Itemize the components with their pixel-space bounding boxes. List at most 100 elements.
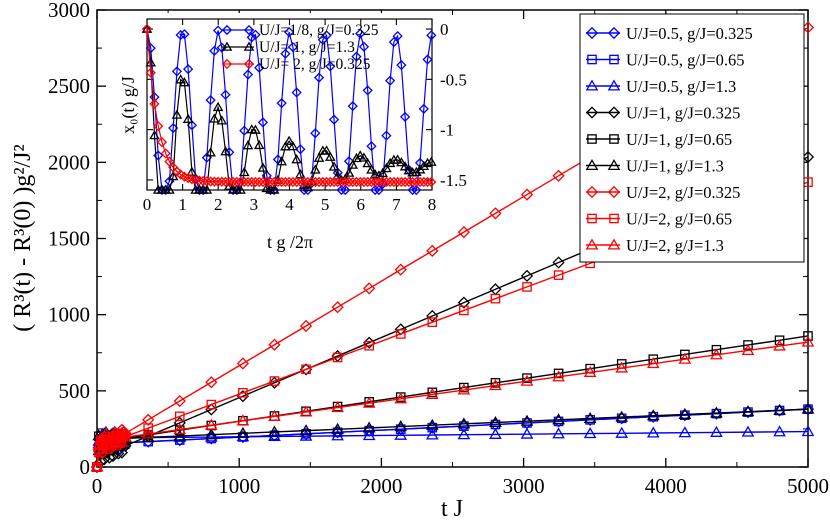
inset-data-point xyxy=(302,181,314,192)
data-point xyxy=(395,329,406,339)
inset-data-point xyxy=(381,162,392,173)
inset-data-point xyxy=(295,144,306,155)
inset-data-point xyxy=(370,184,381,196)
data-point xyxy=(520,269,534,283)
data-point xyxy=(141,430,155,442)
data-point xyxy=(774,335,785,346)
inset-data-point xyxy=(340,184,351,196)
legend-entry-label: U/J=0.5, g/J=1.3 xyxy=(626,77,736,96)
inset-legend-entry-label: U/J= 2, g/J=0.325 xyxy=(259,56,371,73)
inset-data-point xyxy=(310,164,321,174)
inset-data-point xyxy=(212,101,224,112)
inset-data-point xyxy=(347,176,358,188)
data-point xyxy=(299,405,313,417)
main-ticks: 0 1000 2000 3000 4000 50000500100015002000250… xyxy=(48,0,829,498)
data-point xyxy=(205,428,218,440)
inset-data-point xyxy=(310,176,321,188)
inset-data-point xyxy=(205,147,216,157)
inset-x-tick-label: 8 xyxy=(428,195,437,214)
legend-marker xyxy=(609,134,619,144)
inset-data-point xyxy=(268,184,280,194)
data-point xyxy=(457,296,470,309)
inset-legend-marker xyxy=(221,58,233,70)
inset-data-point xyxy=(321,145,332,155)
y-tick-label: 3000 xyxy=(48,0,90,22)
x-tick-label: 0 xyxy=(92,474,103,498)
inset-data-point xyxy=(392,30,403,42)
inset-y-tick-label: -1 xyxy=(440,121,454,140)
data-point xyxy=(553,270,564,280)
inset-data-point xyxy=(145,67,156,78)
inset-chart: 0 1 2 3 4 5 6 7 80-0.5-1-1.5 U/J=1/8, g/J=0.325U… xyxy=(118,13,467,252)
inset-data-point xyxy=(325,176,336,188)
inset-data-point xyxy=(422,157,433,168)
inset-data-point xyxy=(366,141,377,152)
inset-data-point xyxy=(227,176,239,188)
series-line xyxy=(96,335,809,468)
data-point xyxy=(426,309,439,323)
inset-data-point xyxy=(321,176,332,188)
inset-data-point xyxy=(343,176,355,188)
data-point xyxy=(710,348,723,360)
legend-marker xyxy=(607,158,621,171)
legend-entry-label: U/J=0.5, g/J=0.65 xyxy=(626,51,745,70)
inset-data-point xyxy=(216,115,228,125)
data-point xyxy=(427,317,438,328)
inset-data-point xyxy=(182,113,194,123)
inset-x-tick-label: 5 xyxy=(321,195,330,214)
main-legend: U/J=0.5, g/J=0.325 U/J=0.5, g/J=0.65 U/J=0… xyxy=(579,13,805,263)
inset-data-point xyxy=(194,175,205,186)
inset-data-point xyxy=(253,139,265,150)
data-point xyxy=(490,293,501,304)
data-point xyxy=(459,382,469,393)
inset-data-point xyxy=(242,140,254,150)
inset-data-point xyxy=(388,36,400,48)
inset-data-point xyxy=(250,124,261,134)
inset-data-point xyxy=(179,29,190,40)
data-point xyxy=(206,399,217,410)
inset-data-point xyxy=(141,23,153,35)
legend-marker xyxy=(587,54,597,65)
inset-data-point xyxy=(269,176,280,188)
legend-entry-label: U/J=0.5, g/J=0.325 xyxy=(626,24,753,43)
inset-data-point xyxy=(223,180,235,190)
inset-data-point xyxy=(224,176,235,187)
inset-data-point xyxy=(183,64,194,75)
data-point xyxy=(552,370,565,382)
inset-data-point xyxy=(373,170,385,180)
data-point xyxy=(457,428,471,440)
inset-data-point xyxy=(414,157,426,169)
inset-data-point xyxy=(276,156,287,166)
inset-data-point xyxy=(291,154,302,164)
inset-data-point xyxy=(388,176,400,188)
legend-marker xyxy=(585,185,599,199)
inset-data-point xyxy=(377,167,388,178)
data-point xyxy=(331,429,344,441)
inset-data-point xyxy=(351,176,362,188)
inset-data-point xyxy=(205,95,216,106)
inset-data-point xyxy=(407,176,418,188)
inset-data-point xyxy=(280,176,291,188)
inset-data-point xyxy=(186,120,198,131)
inset-data-point xyxy=(373,184,385,196)
inset-data-point xyxy=(291,87,302,98)
data-point xyxy=(331,401,344,413)
inset-data-point xyxy=(276,176,287,188)
data-point xyxy=(362,421,376,433)
inset-data-point xyxy=(201,184,213,194)
data-point xyxy=(583,365,597,377)
legend-marker xyxy=(607,79,621,91)
data-point xyxy=(489,207,502,220)
inset-data-point xyxy=(426,176,437,188)
data-point xyxy=(773,425,786,437)
x-tick-label: 5000 xyxy=(787,474,829,498)
inset-data-point xyxy=(280,141,291,151)
inset-data-point xyxy=(283,135,295,145)
data-point xyxy=(174,411,185,422)
inset-data-point xyxy=(317,176,328,188)
inset-data-point xyxy=(310,128,321,139)
inset-data-point xyxy=(250,29,261,40)
x-tick-label: 1000 xyxy=(218,474,260,498)
inset-data-point xyxy=(336,184,347,196)
data-point xyxy=(238,387,248,398)
